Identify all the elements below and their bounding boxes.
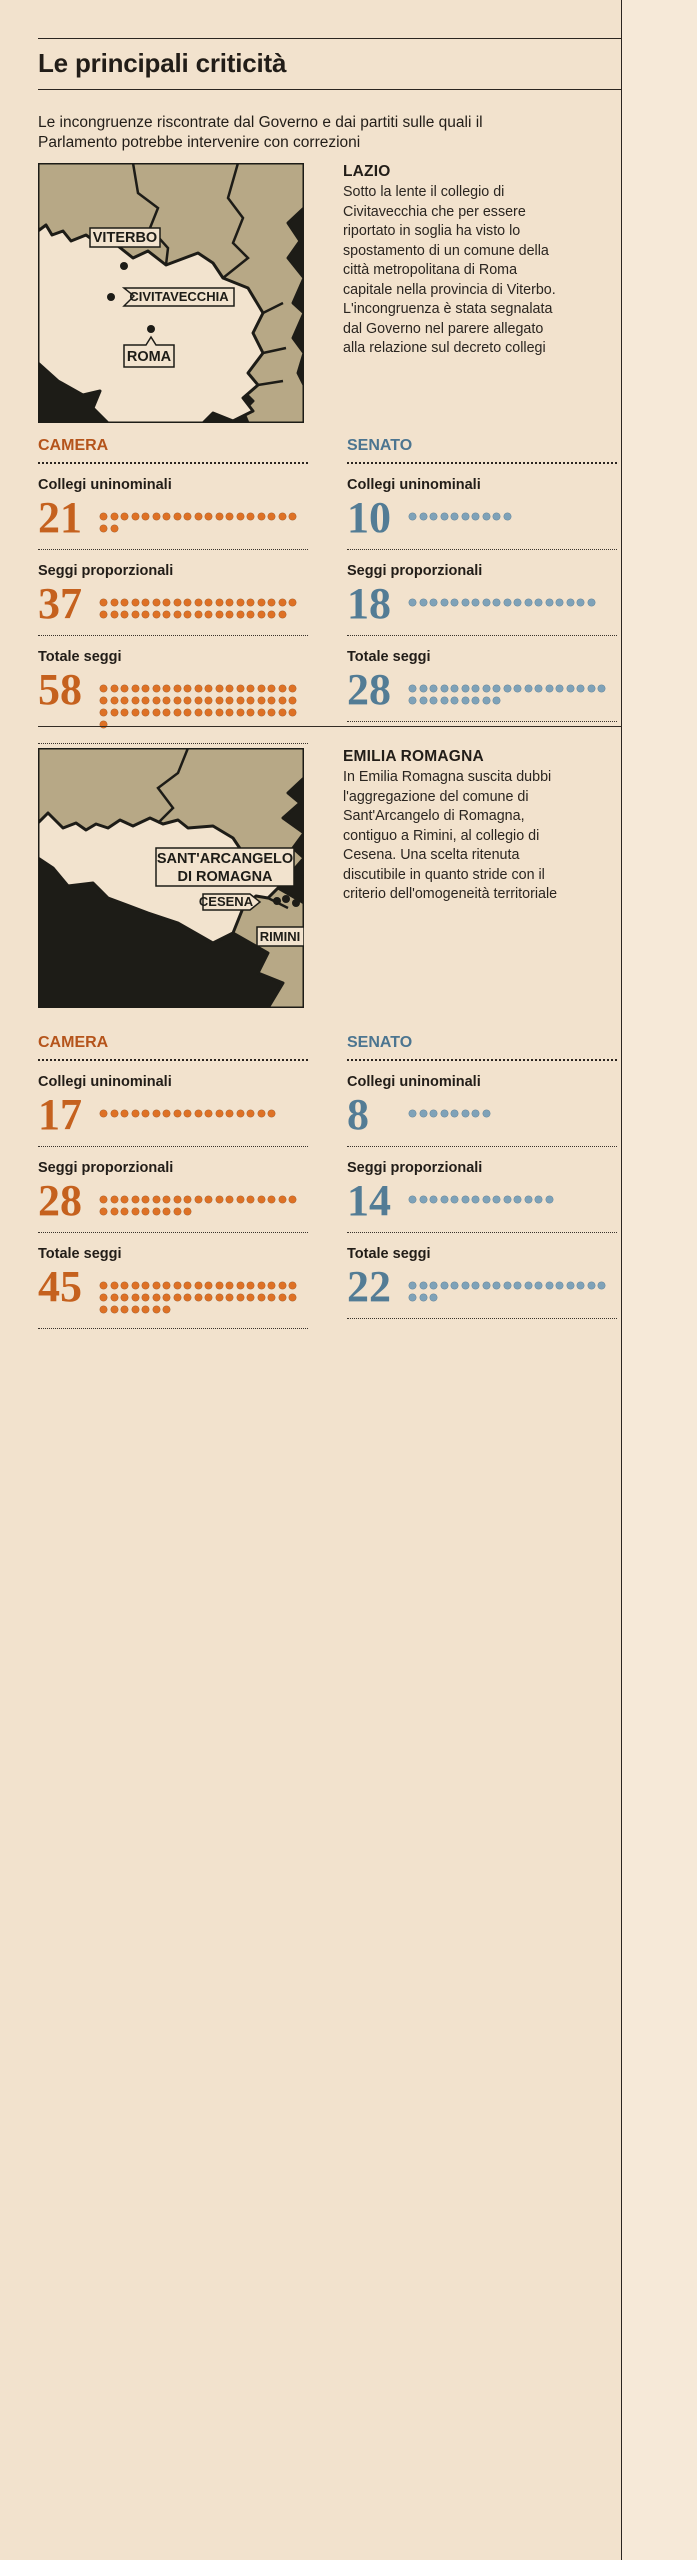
svg-text:CESENA: CESENA	[199, 894, 254, 909]
svg-text:SANT'ARCANGELO: SANT'ARCANGELO	[157, 851, 293, 867]
svg-text:RIMINI: RIMINI	[260, 929, 300, 944]
svg-text:ROMA: ROMA	[127, 349, 172, 365]
svg-text:VITERBO: VITERBO	[93, 230, 157, 246]
svg-text:CIVITAVECCHIA: CIVITAVECCHIA	[129, 289, 229, 304]
svg-text:DI ROMAGNA: DI ROMAGNA	[177, 869, 273, 885]
